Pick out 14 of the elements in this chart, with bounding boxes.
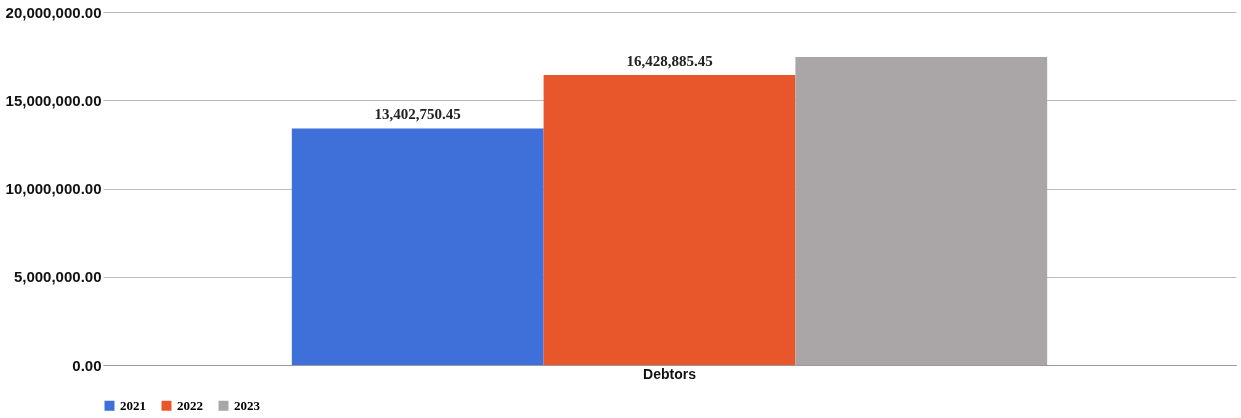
bar [795,57,1048,365]
bar [543,75,796,365]
y-tick-label: 5,000,000.00 [13,268,102,286]
y-tick-label: 15,000,000.00 [5,91,102,109]
y-tick-label: 10,000,000.00 [5,180,102,197]
data-label: 13,402,750.45 [374,106,461,123]
legend-label: 2023 [234,397,261,413]
y-tick-label: 20,000,000.00 [5,3,102,21]
data-label: 16,428,885.45 [626,53,713,70]
bar [291,128,544,365]
x-tick-label: Debtors [643,365,697,382]
legend-label: 2022 [177,397,203,413]
y-tick-label: 0.00 [72,356,102,374]
legend-label: 2021 [120,397,146,413]
